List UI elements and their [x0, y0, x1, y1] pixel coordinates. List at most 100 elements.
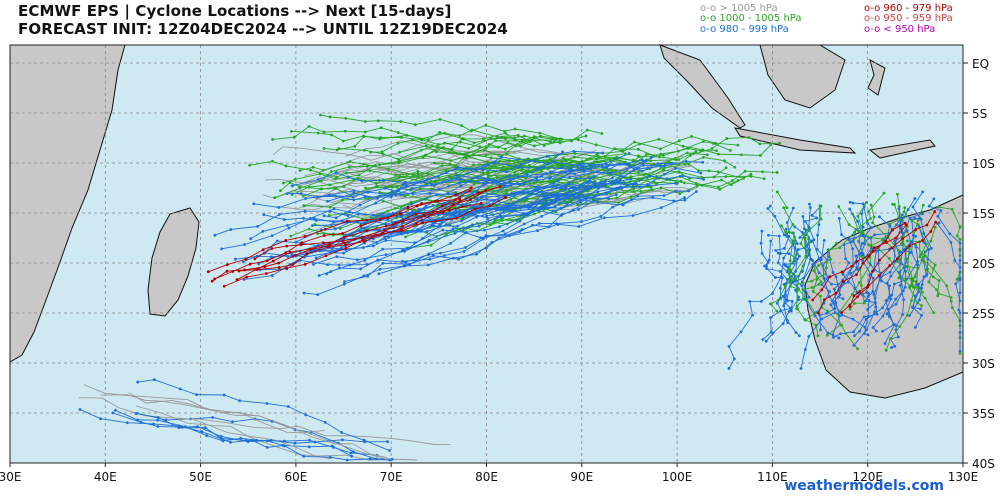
track-point [897, 276, 901, 280]
track-point [789, 309, 793, 313]
track-point [920, 314, 923, 317]
track-point [548, 177, 551, 180]
track-point [707, 169, 711, 173]
track-point [629, 177, 633, 181]
track-point [851, 212, 854, 216]
track-point [501, 165, 505, 169]
track-point [636, 194, 640, 198]
track-point [469, 198, 472, 202]
track-point [817, 311, 820, 315]
track-point [462, 250, 466, 253]
track-point [856, 214, 860, 218]
track-point [469, 186, 473, 190]
track-point [811, 239, 815, 243]
track-point [293, 441, 297, 445]
track-point [406, 206, 410, 209]
track-point [530, 191, 534, 195]
track-point [486, 186, 490, 190]
track-point [801, 270, 804, 273]
track-point [457, 181, 461, 185]
track-point [439, 251, 442, 255]
track-point [820, 288, 824, 292]
track-point [856, 267, 860, 271]
track-point [866, 315, 870, 318]
track-point [920, 252, 923, 256]
track-point [872, 246, 876, 250]
track-point [932, 311, 935, 315]
track-point [627, 152, 631, 155]
track-point [473, 207, 477, 211]
track-point [456, 165, 460, 169]
track-point [468, 189, 472, 193]
track-point [557, 197, 561, 201]
track-point [810, 286, 814, 289]
track-point [803, 348, 807, 351]
track-point [608, 191, 612, 195]
track-point [881, 329, 884, 333]
track-point [908, 314, 912, 317]
track-point [376, 196, 379, 200]
track-point [782, 233, 786, 237]
track-point [793, 235, 796, 239]
track-point [378, 163, 381, 167]
track-point [403, 181, 407, 184]
track-point [649, 159, 653, 162]
track-point [857, 229, 860, 233]
track-point [196, 425, 199, 428]
track-point [596, 190, 600, 194]
track-point [697, 169, 701, 173]
track-point [203, 426, 207, 430]
track-point [874, 305, 878, 309]
track-point [901, 237, 905, 241]
track-point [870, 226, 873, 229]
track-point [885, 281, 889, 285]
track-point [298, 186, 302, 190]
track-point [492, 199, 496, 202]
track-point [558, 186, 562, 190]
track-point [760, 229, 764, 233]
track-point [577, 225, 581, 228]
track-point [518, 219, 522, 223]
track-point [384, 186, 387, 190]
track-point [415, 222, 418, 225]
track-point [883, 342, 887, 345]
track-point [852, 344, 856, 347]
track-point [524, 176, 528, 180]
track-point [860, 212, 864, 215]
track-point [807, 229, 811, 233]
track-point [743, 169, 747, 173]
track-point [958, 237, 962, 241]
track-point [519, 162, 523, 166]
track-point [889, 274, 893, 278]
track-point [475, 215, 478, 219]
track-point [958, 278, 962, 281]
track-point [178, 387, 182, 391]
track-point [290, 129, 293, 133]
track-point [807, 225, 811, 229]
track-point [600, 132, 604, 135]
track-point [543, 186, 546, 190]
track-point [286, 405, 290, 408]
track-point [861, 233, 865, 237]
track-point [897, 270, 901, 274]
track-point [596, 201, 600, 204]
track-point [585, 128, 589, 132]
track-point [447, 208, 451, 212]
track-point [911, 205, 915, 209]
track-point [325, 272, 329, 276]
track-point [484, 146, 488, 150]
track-point [793, 225, 797, 229]
track-point [659, 186, 663, 190]
track-point [329, 170, 333, 173]
track-point [800, 231, 804, 234]
track-point [404, 235, 407, 239]
track-point [454, 208, 458, 212]
track-point [495, 176, 499, 179]
track-point [152, 378, 156, 382]
track-point [695, 184, 699, 188]
track-point [540, 174, 544, 178]
track-point [871, 221, 874, 225]
track-point [351, 195, 355, 199]
track-point [901, 313, 905, 316]
track-point [775, 190, 779, 194]
